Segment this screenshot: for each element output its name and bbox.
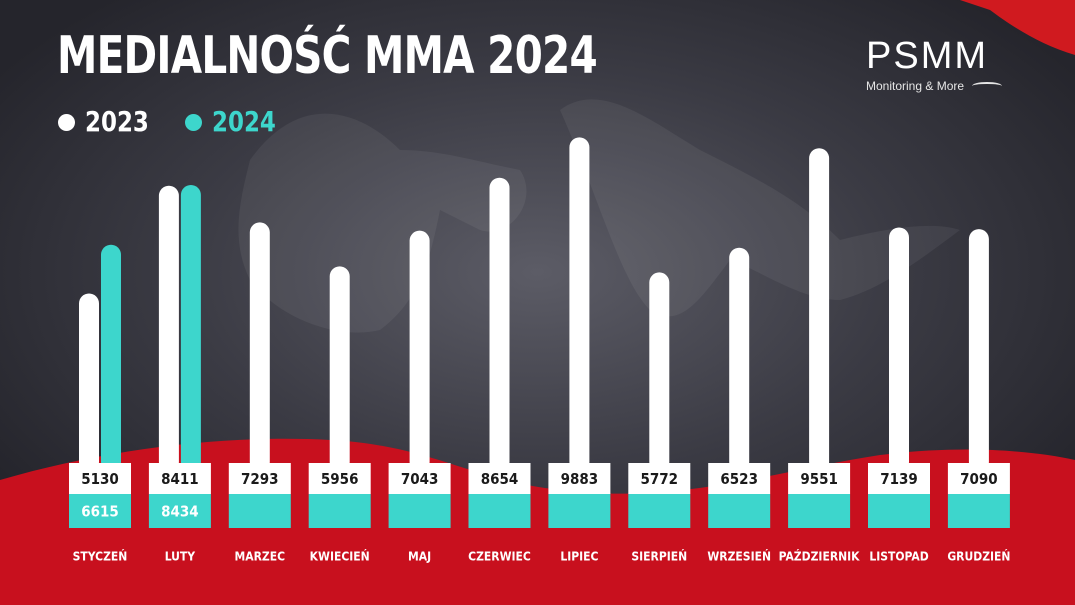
value-box-2024 (388, 494, 451, 528)
value-box-2023 (69, 463, 131, 494)
x-tick-label: STYCZEŃ (73, 549, 128, 564)
fighter-right-silhouette (560, 99, 960, 317)
x-tick-label: SIERPIEŃ (631, 549, 687, 564)
logo-wordmark: PSMM (866, 35, 988, 77)
red-corner-top-right (960, 0, 1075, 55)
logo-arc-icon (972, 82, 1003, 90)
value-box-2023 (388, 463, 451, 494)
bar-2023 (809, 148, 830, 473)
chart-title: MEDIALNOŚĆ MMA 2024 (57, 26, 598, 86)
legend: 2023 2024 (58, 108, 290, 136)
value-box-2024 (308, 494, 371, 528)
x-tick-label: LUTY (165, 550, 196, 564)
data-label-2023: 5956 (321, 470, 359, 488)
data-label-2023: 7139 (880, 470, 918, 488)
bar-2023 (968, 229, 989, 472)
value-box-2023 (788, 463, 851, 494)
legend-item-2024: 2024 (184, 105, 290, 138)
bar-2023 (409, 230, 430, 472)
data-label-2024: 6615 (81, 503, 119, 521)
bar-2023 (79, 293, 99, 472)
bar-2023 (329, 266, 350, 472)
bar-2023 (569, 137, 590, 472)
value-box-2023 (308, 463, 371, 494)
value-box-2023 (228, 463, 291, 494)
bar-2023 (249, 222, 270, 472)
x-tick-label: CZERWIEC (468, 550, 531, 564)
legend-label-2024: 2024 (211, 105, 276, 138)
value-box-2023 (548, 463, 611, 494)
value-box-2023 (628, 463, 691, 494)
value-box-2023 (868, 463, 930, 494)
value-box-2023 (468, 463, 531, 494)
legend-dot-2024 (184, 113, 202, 131)
data-label-2023: 8654 (481, 470, 519, 488)
value-box-2023 (148, 463, 211, 494)
logo-tagline: Monitoring & More (866, 79, 965, 93)
value-box-2024 (788, 494, 851, 528)
logo-tagline-row: Monitoring & More (866, 79, 1016, 93)
value-box-2023 (947, 463, 1010, 494)
bar-2023 (489, 177, 510, 472)
legend-item-2023: 2023 (58, 108, 163, 136)
data-label-2023: 5130 (81, 470, 119, 488)
bar-2023 (729, 247, 750, 472)
value-box-2024 (468, 494, 531, 528)
data-label-2023: 9551 (800, 470, 838, 488)
data-label-2023: 6523 (720, 470, 758, 488)
value-box-2024 (69, 494, 131, 528)
x-tick-label: WRZESIEŃ (707, 549, 771, 564)
bar-2023 (649, 272, 670, 472)
value-box-2024 (868, 494, 930, 528)
x-tick-label: LISTOPAD (869, 550, 928, 564)
x-tick-label: PAŹDZIERNIK (779, 549, 861, 564)
data-label-2023: 5772 (641, 470, 679, 488)
x-tick-label: MARZEC (235, 550, 286, 564)
x-tick-label: GRUDZIEŃ (947, 549, 1010, 564)
value-box-2024 (228, 494, 291, 528)
psmm-logo: PSMM Monitoring & More (866, 37, 1016, 93)
x-tick-label: MAJ (408, 550, 431, 564)
value-box-2024 (947, 494, 1010, 528)
x-tick-label: LIPIEC (560, 550, 598, 564)
data-label-2023: 8411 (161, 470, 199, 488)
data-label-2024: 8434 (161, 503, 199, 521)
value-box-2024 (548, 494, 611, 528)
value-box-2024 (708, 494, 771, 528)
data-label-2023: 7090 (960, 470, 998, 488)
x-tick-label: KWIECIEŃ (310, 549, 370, 564)
bar-2024 (101, 244, 121, 472)
value-box-2024 (628, 494, 691, 528)
bar-2023 (889, 227, 909, 472)
value-box-2023 (708, 463, 771, 494)
legend-dot-2023 (58, 113, 75, 131)
fighter-left-silhouette (238, 113, 527, 333)
bar-2023 (158, 185, 179, 472)
data-label-2023: 7293 (241, 470, 279, 488)
value-box-2024 (148, 494, 211, 528)
bar-2024 (180, 184, 201, 472)
data-label-2023: 7043 (401, 470, 439, 488)
legend-label-2023: 2023 (85, 105, 149, 138)
data-label-2023: 9883 (561, 470, 599, 488)
